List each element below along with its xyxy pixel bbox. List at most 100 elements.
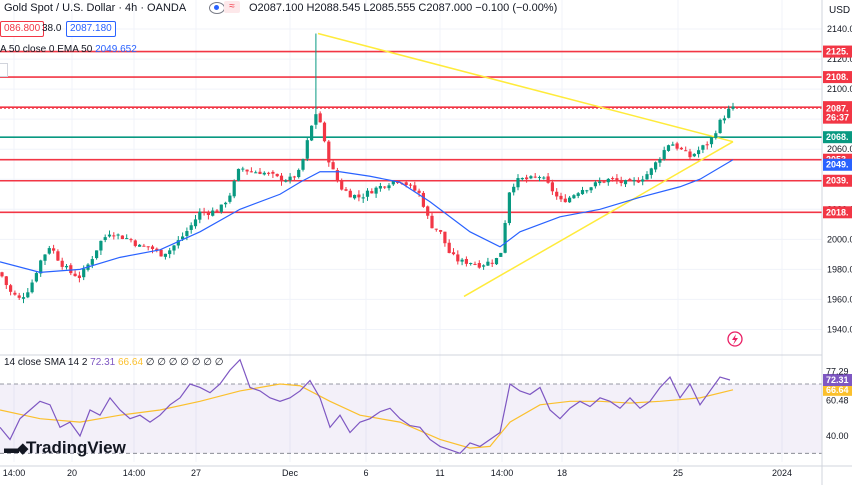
candle-body <box>142 245 146 247</box>
candle-body <box>731 106 735 109</box>
candle-body <box>150 246 155 250</box>
candle-body <box>284 180 288 182</box>
candle-body <box>718 119 722 134</box>
ema-legend-value: 2049.652 <box>95 44 137 55</box>
candle-body <box>17 295 21 298</box>
candle-body <box>129 239 133 241</box>
candle-body <box>430 215 434 229</box>
candle-body <box>675 143 679 149</box>
candle-body <box>602 181 606 183</box>
price-badge <box>823 131 852 144</box>
alert-icon[interactable]: ≈ <box>224 1 240 13</box>
candle-body <box>215 210 219 212</box>
candle-body <box>722 118 726 121</box>
price-badge <box>823 71 852 84</box>
candle-body <box>636 180 640 183</box>
visibility-eye-icon[interactable] <box>209 2 225 14</box>
ema-50-line <box>0 159 734 273</box>
candle-body <box>52 248 56 251</box>
candle-body <box>228 195 232 202</box>
candle-body <box>705 144 709 146</box>
candle-body <box>353 194 357 199</box>
candle-body <box>654 162 658 170</box>
ema-legend: A 50 close 0 EMA 50 2049.652 <box>0 43 137 57</box>
tradingview-logo[interactable]: ▬◆TradingView <box>4 438 126 458</box>
candle-body <box>559 195 563 200</box>
candle-body <box>297 169 301 178</box>
price-levels-layer <box>0 50 822 214</box>
candle-body <box>503 222 507 253</box>
candle-body <box>537 177 542 179</box>
candle-body <box>490 262 494 264</box>
candle-body <box>4 276 8 286</box>
triangle-trendline <box>317 32 734 143</box>
candle-body <box>107 234 112 237</box>
price-axis[interactable]: 1940.01960.01980.02000.02020.02040.02060… <box>823 24 852 334</box>
candle-body <box>585 190 589 192</box>
candle-body <box>666 145 671 151</box>
candle-body <box>73 273 77 277</box>
candle-body <box>533 176 537 178</box>
legend-collapse-button[interactable] <box>0 63 8 77</box>
price-tick-label: 1940.0 <box>827 324 852 334</box>
candle-body <box>469 263 473 265</box>
candle-body <box>499 252 503 257</box>
candle-body <box>99 240 103 251</box>
candle-body <box>396 181 400 183</box>
candle-body <box>348 190 352 198</box>
candle-body <box>701 145 705 150</box>
candle-body <box>26 292 30 298</box>
candle-body <box>146 246 150 248</box>
candle-body <box>611 178 615 180</box>
time-tick-label: 14:00 <box>491 468 514 478</box>
candle-body <box>340 181 344 190</box>
candle-body <box>464 258 468 264</box>
price-tick-label: 2060.0 <box>827 144 852 154</box>
candle-body <box>236 168 241 181</box>
rsi-legend-extras: ∅ ∅ ∅ ∅ ∅ ∅ ∅ <box>145 357 224 368</box>
candle-body <box>542 177 546 179</box>
candle-body <box>671 144 675 146</box>
rsi-badge <box>823 383 852 396</box>
candle-body <box>439 230 443 232</box>
candle-body <box>30 282 34 293</box>
buy-button[interactable]: 2087.180 <box>66 21 116 37</box>
candle-body <box>525 177 529 180</box>
candle-body <box>13 292 17 295</box>
candle-body <box>138 244 142 247</box>
time-tick-label: 14:00 <box>123 468 146 478</box>
candle-body <box>95 250 99 259</box>
candle-body <box>361 197 365 199</box>
candle-body <box>684 150 688 152</box>
ema-legend-label: A 50 close 0 EMA 50 <box>0 44 93 55</box>
candle-body <box>202 211 206 213</box>
candle-body <box>185 231 189 237</box>
candle-body <box>482 265 486 267</box>
spread-value: 38.0 <box>42 23 62 34</box>
candle-body <box>193 219 198 227</box>
candle-body <box>335 170 339 182</box>
lightning-icon[interactable] <box>727 331 743 347</box>
candle-body <box>606 178 610 183</box>
price-tick-label: 1960.0 <box>827 294 852 304</box>
candle-body <box>344 189 348 191</box>
candle-body <box>305 140 309 159</box>
time-tick-label: 25 <box>673 468 683 478</box>
candle-body <box>563 198 567 203</box>
currency-label[interactable]: USD <box>829 5 851 16</box>
price-badge-label: 2108. <box>826 72 849 82</box>
candle-body <box>516 178 520 188</box>
symbol-title[interactable]: Gold Spot / U.S. Dollar · 4h · OANDA <box>4 2 187 14</box>
candle-body <box>593 182 597 187</box>
candle-body <box>155 248 159 251</box>
candle-body <box>494 258 499 265</box>
candle-body <box>477 263 481 268</box>
candle-body <box>507 192 511 224</box>
sell-button[interactable]: 086.800 <box>0 21 45 37</box>
candle-body <box>580 189 585 195</box>
grid-layer <box>0 0 822 462</box>
